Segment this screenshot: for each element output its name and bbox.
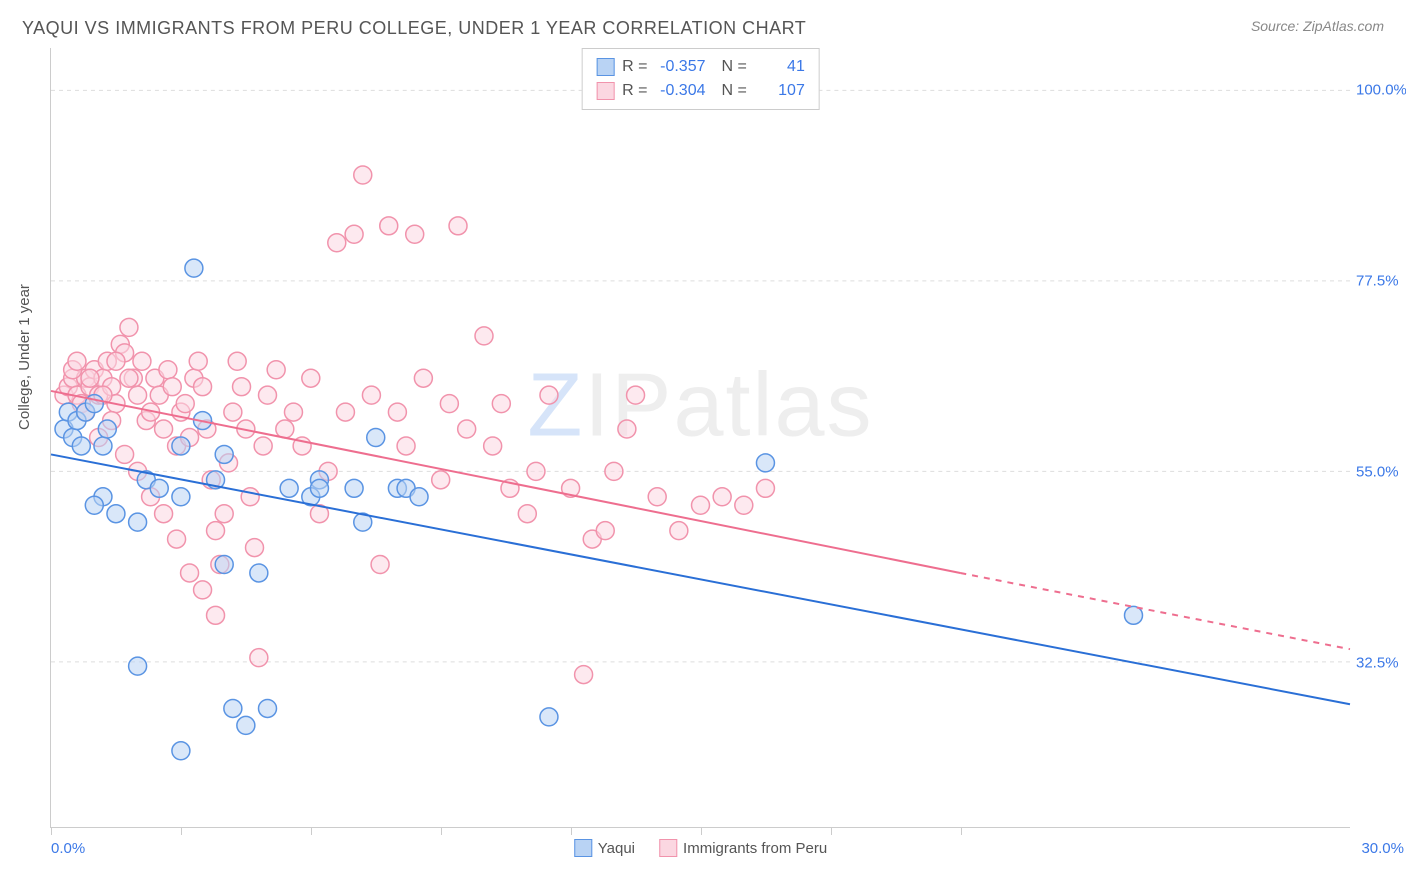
chart-source: Source: ZipAtlas.com [1251, 18, 1384, 34]
chart-title: YAQUI VS IMMIGRANTS FROM PERU COLLEGE, U… [22, 18, 806, 39]
stats-row-pink: R = -0.304 N = 107 [596, 79, 805, 103]
chart-area: ZIPatlas R = -0.357 N = 41 R = -0.304 N … [50, 48, 1350, 828]
legend-item-peru: Immigrants from Peru [659, 839, 827, 857]
swatch-blue [596, 58, 614, 76]
x-tick [571, 827, 572, 835]
bottom-legend: Yaqui Immigrants from Peru [574, 839, 827, 857]
r-label: R = [622, 79, 647, 103]
x-tick [311, 827, 312, 835]
x-tick [831, 827, 832, 835]
x-tick [701, 827, 702, 835]
y-tick-label: 77.5% [1356, 273, 1406, 290]
n-label: N = [722, 55, 747, 79]
y-tick-label: 100.0% [1356, 82, 1406, 99]
n-value: 107 [755, 79, 805, 103]
r-value: -0.304 [656, 79, 706, 103]
x-axis-left-label: 0.0% [51, 840, 85, 857]
legend-item-yaqui: Yaqui [574, 839, 635, 857]
legend-label: Yaqui [598, 840, 635, 857]
n-value: 41 [755, 55, 805, 79]
x-tick [961, 827, 962, 835]
swatch-pink [596, 82, 614, 100]
swatch-blue [574, 839, 592, 857]
stats-legend: R = -0.357 N = 41 R = -0.304 N = 107 [581, 48, 820, 110]
stats-row-blue: R = -0.357 N = 41 [596, 55, 805, 79]
r-value: -0.357 [656, 55, 706, 79]
y-axis-label: College, Under 1 year [16, 284, 33, 430]
y-tick-label: 55.0% [1356, 463, 1406, 480]
plot-svg [51, 48, 1350, 827]
n-label: N = [722, 79, 747, 103]
swatch-pink [659, 839, 677, 857]
x-axis-right-label: 30.0% [1361, 840, 1404, 857]
x-tick [51, 827, 52, 835]
legend-label: Immigrants from Peru [683, 840, 827, 857]
x-tick [441, 827, 442, 835]
x-tick [181, 827, 182, 835]
r-label: R = [622, 55, 647, 79]
y-tick-label: 32.5% [1356, 654, 1406, 671]
